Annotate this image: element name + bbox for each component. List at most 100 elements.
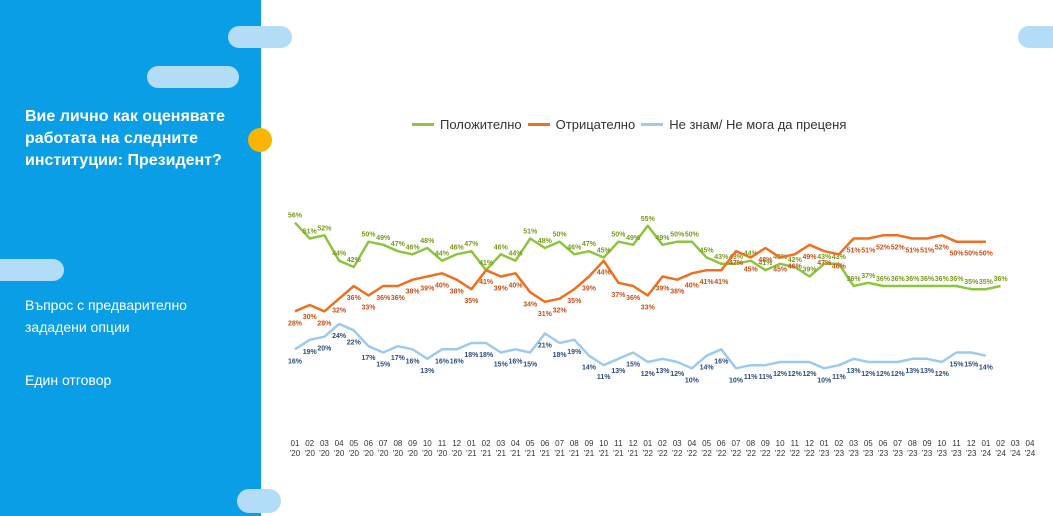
legend-label-negative: Отрицателно bbox=[555, 117, 636, 132]
x-tick-label: 07'20 bbox=[378, 439, 389, 458]
x-tick-label: 08'21 bbox=[569, 439, 580, 458]
data-label-negative: 51% bbox=[861, 248, 876, 255]
data-label-positive: 35% bbox=[979, 279, 994, 286]
x-tick-label: 06'23 bbox=[878, 439, 889, 458]
data-label-negative: 36% bbox=[376, 295, 391, 302]
data-label-negative: 39% bbox=[582, 286, 597, 293]
data-label-positive: 48% bbox=[538, 238, 553, 245]
data-label-positive: 49% bbox=[376, 235, 391, 242]
data-label-negative: 46% bbox=[788, 263, 803, 270]
data-label-negative: 33% bbox=[641, 305, 656, 312]
data-label-dont_know: 11% bbox=[597, 374, 611, 381]
data-label-positive: 36% bbox=[994, 276, 1009, 283]
data-label-dont_know: 16% bbox=[450, 358, 465, 365]
x-tick-label: 11'23 bbox=[951, 439, 962, 458]
data-label-negative: 50% bbox=[964, 251, 979, 258]
data-label-negative: 50% bbox=[949, 251, 964, 258]
legend-swatch-positive bbox=[412, 123, 434, 126]
data-label-dont_know: 12% bbox=[876, 371, 891, 378]
data-label-dont_know: 11% bbox=[759, 374, 773, 381]
data-label-dont_know: 17% bbox=[361, 355, 376, 362]
data-label-negative: 40% bbox=[685, 282, 700, 289]
data-label-dont_know: 14% bbox=[979, 365, 994, 372]
data-label-dont_know: 18% bbox=[464, 352, 479, 359]
legend-label-positive: Положително bbox=[440, 117, 522, 132]
data-label-positive: 49% bbox=[626, 235, 641, 242]
data-label-dont_know: 11% bbox=[832, 374, 846, 381]
data-label-dont_know: 10% bbox=[729, 377, 744, 384]
x-tick-label: 04'21 bbox=[510, 439, 521, 458]
data-label-dont_know: 15% bbox=[376, 362, 391, 369]
question-type-note: Въпрос с предварително зададени опции bbox=[25, 297, 187, 335]
data-label-positive: 51% bbox=[303, 229, 318, 236]
data-label-positive: 44% bbox=[435, 251, 450, 258]
data-label-negative: 37% bbox=[611, 292, 626, 299]
data-label-dont_know: 13% bbox=[420, 368, 435, 375]
data-label-negative: 52% bbox=[876, 244, 891, 251]
data-label-positive: 37% bbox=[861, 273, 876, 280]
data-label-negative: 30% bbox=[303, 314, 318, 321]
data-label-positive: 47% bbox=[464, 241, 479, 248]
x-tick-label: 11'20 bbox=[437, 439, 448, 458]
data-label-positive: 42% bbox=[788, 257, 803, 264]
data-label-positive: 36% bbox=[891, 276, 906, 283]
data-label-negative: 32% bbox=[553, 308, 568, 315]
data-label-dont_know: 20% bbox=[317, 346, 332, 353]
data-label-dont_know: 24% bbox=[332, 333, 347, 340]
data-label-dont_know: 22% bbox=[347, 339, 362, 346]
data-label-dont_know: 12% bbox=[788, 371, 803, 378]
x-tick-label: 09'21 bbox=[584, 439, 595, 458]
data-label-negative: 38% bbox=[670, 289, 685, 296]
data-label-positive: 55% bbox=[641, 216, 656, 223]
data-label-positive: 36% bbox=[876, 276, 891, 283]
data-label-positive: 50% bbox=[670, 232, 685, 239]
data-label-negative: 38% bbox=[406, 289, 421, 296]
x-tick-label: 04'22 bbox=[687, 439, 698, 458]
legend-swatch-dont-know bbox=[641, 123, 664, 126]
x-tick-label: 10'23 bbox=[937, 439, 948, 458]
data-label-dont_know: 16% bbox=[714, 358, 729, 365]
data-label-positive: 46% bbox=[406, 244, 421, 251]
data-label-negative: 32% bbox=[332, 308, 347, 315]
data-label-negative: 35% bbox=[567, 298, 582, 305]
data-label-dont_know: 15% bbox=[494, 362, 509, 369]
x-tick-label: 09'20 bbox=[407, 439, 418, 458]
data-label-negative: 38% bbox=[450, 289, 465, 296]
data-label-dont_know: 12% bbox=[670, 371, 685, 378]
data-label-dont_know: 13% bbox=[847, 368, 862, 375]
data-label-positive: 50% bbox=[611, 232, 626, 239]
data-label-dont_know: 16% bbox=[288, 358, 303, 365]
x-tick-label: 03'23 bbox=[848, 439, 859, 458]
accent-dot bbox=[248, 128, 272, 152]
data-label-dont_know: 12% bbox=[891, 371, 906, 378]
data-label-positive: 36% bbox=[920, 276, 935, 283]
data-label-dont_know: 21% bbox=[538, 343, 553, 350]
data-label-negative: 47% bbox=[729, 260, 744, 267]
series-line-negative bbox=[294, 234, 986, 313]
x-tick-label: 01'22 bbox=[643, 439, 654, 458]
data-label-dont_know: 19% bbox=[567, 349, 582, 356]
answer-type-note: Един отговор bbox=[25, 372, 112, 388]
data-label-negative: 39% bbox=[420, 286, 435, 293]
decor-pill-3 bbox=[0, 259, 64, 281]
x-tick-label: 02'23 bbox=[834, 439, 845, 458]
x-tick-label: 10'20 bbox=[422, 439, 433, 458]
x-tick-label: 01'20 bbox=[290, 439, 301, 458]
data-label-negative: 34% bbox=[523, 301, 538, 308]
data-label-dont_know: 15% bbox=[949, 362, 964, 369]
x-tick-label: 08'22 bbox=[745, 439, 756, 458]
data-label-positive: 56% bbox=[288, 213, 303, 220]
data-label-negative: 47% bbox=[817, 260, 832, 267]
data-label-negative: 31% bbox=[538, 311, 553, 318]
x-tick-label: 02'21 bbox=[481, 439, 492, 458]
data-label-dont_know: 18% bbox=[553, 352, 568, 359]
data-label-negative: 52% bbox=[891, 244, 906, 251]
data-label-negative: 36% bbox=[626, 295, 641, 302]
x-tick-label: 04'24 bbox=[1025, 439, 1036, 458]
x-tick-label: 08'20 bbox=[393, 439, 404, 458]
data-label-dont_know: 13% bbox=[611, 368, 626, 375]
data-label-negative: 51% bbox=[847, 248, 862, 255]
data-label-negative: 41% bbox=[479, 279, 494, 286]
data-label-dont_know: 19% bbox=[303, 349, 318, 356]
data-label-positive: 46% bbox=[494, 244, 509, 251]
